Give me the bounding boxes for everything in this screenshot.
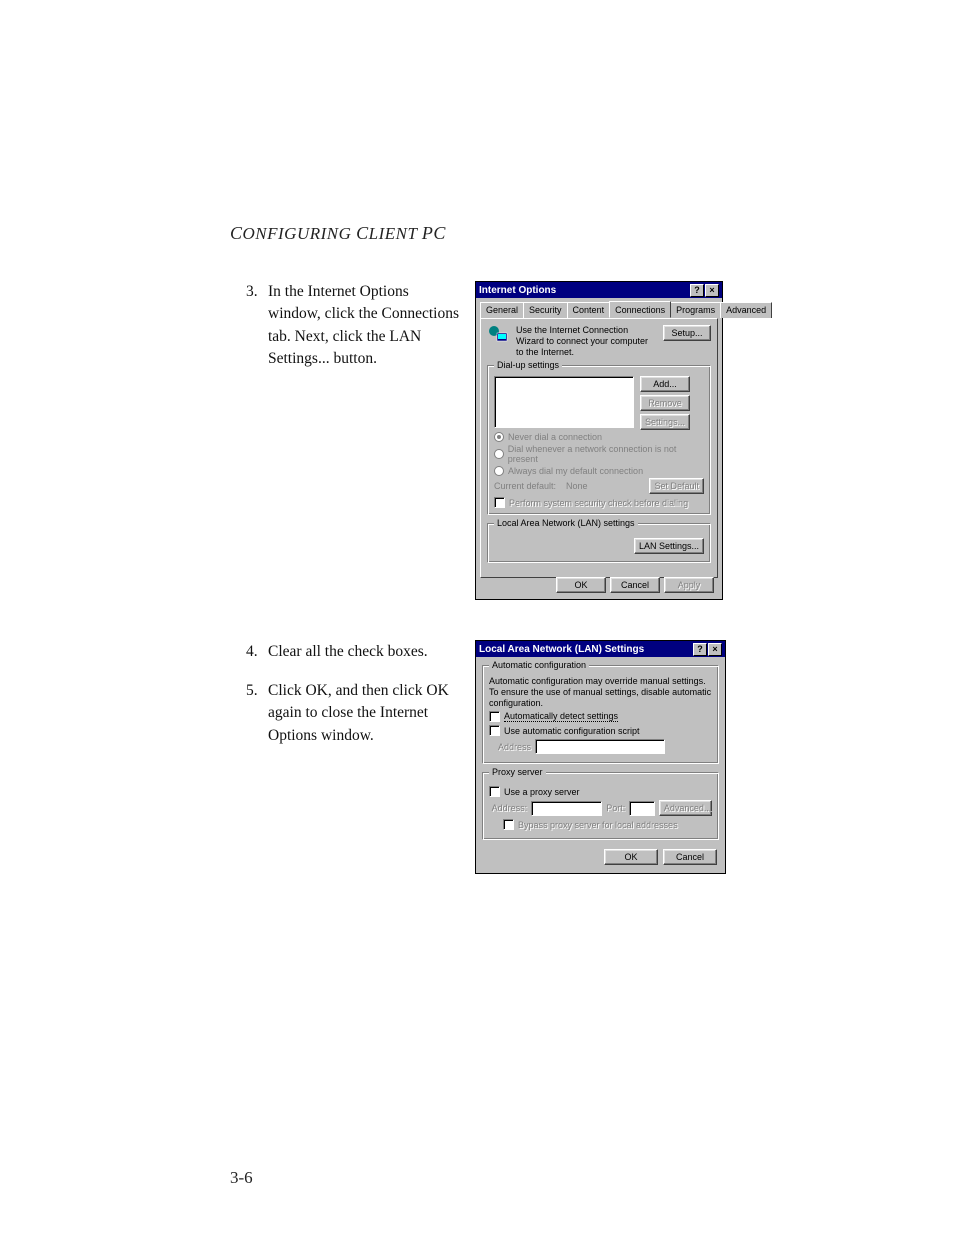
security-check-row: Perform system security check before dia… [494, 497, 704, 508]
add-button[interactable]: Add... [640, 376, 690, 392]
auto-config-legend: Automatic configuration [489, 660, 589, 670]
proxy-port-input [629, 801, 655, 816]
radio-dial-when-no-net: Dial whenever a network connection is no… [494, 444, 704, 464]
page-number: 3-6 [230, 1168, 253, 1188]
step-3-text: In the Internet Options window, click th… [268, 283, 459, 367]
wizard-text: Use the Internet Connection Wizard to co… [516, 325, 658, 357]
page-header: CONFIGURING CLIENT PC [230, 223, 446, 244]
auto-detect-row[interactable]: Automatically detect settings [489, 711, 712, 722]
auto-config-desc: Automatic configuration may override man… [489, 676, 712, 708]
dialup-listbox[interactable] [494, 376, 634, 428]
ok-button[interactable]: OK [556, 577, 606, 593]
tab-advanced[interactable]: Advanced [720, 302, 772, 318]
use-proxy-row[interactable]: Use a proxy server [489, 786, 712, 797]
step-4: 4. Clear all the check boxes. [268, 641, 463, 663]
tab-strip: General Security Content Connections Pro… [480, 302, 718, 318]
security-checkbox [494, 497, 505, 508]
step-3-num: 3. [246, 281, 258, 303]
tab-general[interactable]: General [480, 302, 524, 318]
internet-options-dialog: Internet Options ? × General Security Co… [475, 281, 723, 600]
internet-options-titlebar[interactable]: Internet Options ? × [476, 282, 722, 298]
lan-groupbox: Local Area Network (LAN) settings LAN Se… [487, 523, 711, 563]
tab-content[interactable]: Content [567, 302, 611, 318]
lan-settings-button[interactable]: LAN Settings... [634, 538, 704, 554]
auto-detect-checkbox[interactable] [489, 711, 500, 722]
radio-never-dial: Never dial a connection [494, 432, 704, 442]
auto-config-groupbox: Automatic configuration Automatic config… [482, 665, 719, 764]
tab-security[interactable]: Security [523, 302, 568, 318]
step-5: 5. Click OK, and then click OK again to … [268, 680, 463, 747]
proxy-address-input [531, 801, 602, 816]
connections-panel: Use the Internet Connection Wizard to co… [480, 318, 718, 578]
lan-legend: Local Area Network (LAN) settings [494, 518, 638, 528]
cancel-button[interactable]: Cancel [663, 849, 717, 865]
lan-titlebar[interactable]: Local Area Network (LAN) Settings ? × [476, 641, 725, 657]
ok-button[interactable]: OK [604, 849, 658, 865]
lan-settings-dialog: Local Area Network (LAN) Settings ? × Au… [475, 640, 726, 874]
step-5-text: Click OK, and then click OK again to clo… [268, 682, 449, 744]
setup-button[interactable]: Setup... [663, 325, 711, 341]
script-address-input [535, 739, 665, 754]
help-button[interactable]: ? [693, 643, 707, 656]
set-default-button: Set Default [649, 478, 704, 494]
close-button[interactable]: × [708, 643, 722, 656]
header-c: C [230, 223, 243, 243]
internet-options-title: Internet Options [479, 285, 689, 296]
dialog-buttons: OK Cancel Apply [556, 577, 714, 593]
cancel-button[interactable]: Cancel [610, 577, 660, 593]
auto-detect-label: Automatically detect settings [504, 711, 618, 722]
lan-title: Local Area Network (LAN) Settings [479, 644, 692, 655]
step-4-num: 4. [246, 641, 258, 663]
use-script-checkbox[interactable] [489, 725, 500, 736]
bypass-checkbox [503, 819, 514, 830]
close-button[interactable]: × [705, 284, 719, 297]
advanced-button: Advanced... [659, 800, 712, 816]
use-proxy-label: Use a proxy server [504, 787, 580, 797]
radio-always-dial: Always dial my default connection [494, 466, 704, 476]
proxy-address-label: Address: [489, 803, 527, 813]
dialup-groupbox: Dial-up settings Add... Remove Settings.… [487, 365, 711, 515]
tab-connections[interactable]: Connections [609, 301, 671, 318]
remove-button: Remove [640, 395, 690, 411]
proxy-groupbox: Proxy server Use a proxy server Address:… [482, 772, 719, 840]
settings-button: Settings... [640, 414, 690, 430]
current-default-value: None [566, 481, 588, 491]
bypass-label: Bypass proxy server for local addresses [518, 820, 678, 830]
dialup-legend: Dial-up settings [494, 360, 562, 370]
apply-button: Apply [664, 577, 714, 593]
tab-programs[interactable]: Programs [670, 302, 721, 318]
proxy-port-label: Port: [606, 803, 625, 813]
script-address-label: Address [489, 742, 531, 752]
use-script-label: Use automatic configuration script [504, 726, 640, 736]
use-proxy-checkbox[interactable] [489, 786, 500, 797]
current-default-label: Current default: [494, 481, 556, 491]
step-4-text: Clear all the check boxes. [268, 643, 428, 660]
use-script-row[interactable]: Use automatic configuration script [489, 725, 712, 736]
help-button[interactable]: ? [690, 284, 704, 297]
proxy-legend: Proxy server [489, 767, 546, 777]
step-5-num: 5. [246, 680, 258, 702]
step-3: 3. In the Internet Options window, click… [268, 281, 463, 371]
wizard-icon [487, 325, 511, 345]
header-text: ONFIGURING [243, 224, 357, 243]
